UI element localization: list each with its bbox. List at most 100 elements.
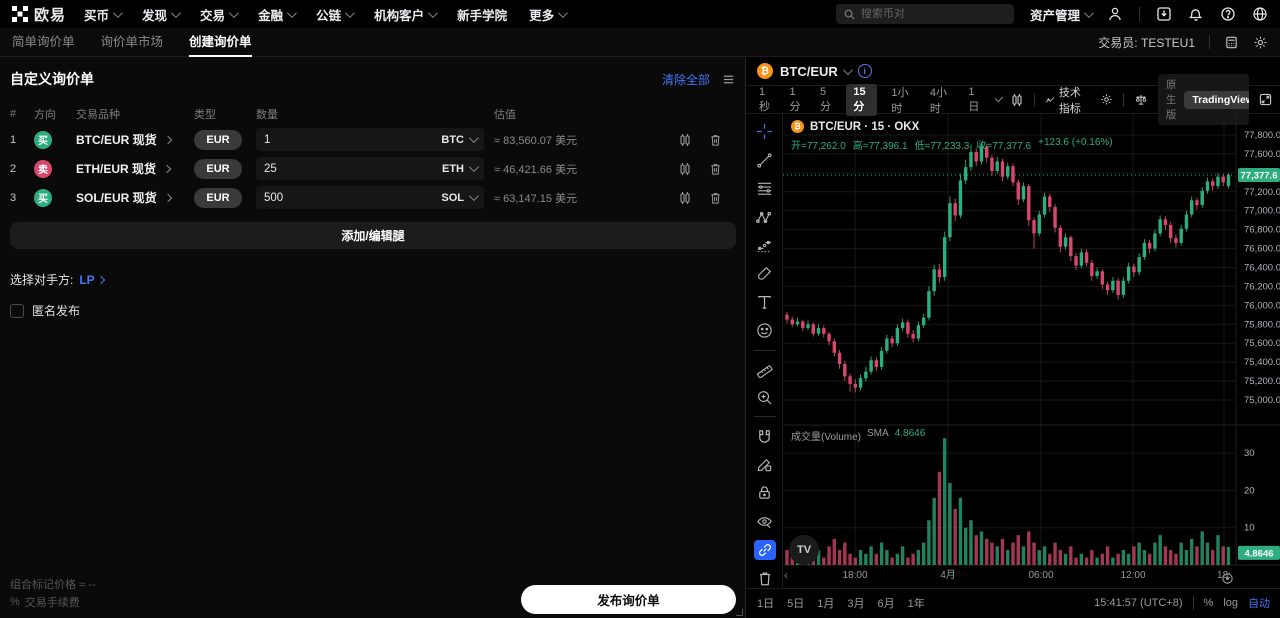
currency-dropdown[interactable]: BTC: [441, 133, 479, 146]
instrument-selector[interactable]: ETH/EUR 现货: [76, 160, 194, 177]
range-5d[interactable]: 5日: [787, 597, 805, 610]
forecast-icon[interactable]: [754, 236, 776, 255]
panel-menu-icon[interactable]: [722, 73, 735, 86]
download-app-icon[interactable]: [1156, 6, 1172, 22]
tab-simple-rfq[interactable]: 简单询价单: [12, 34, 75, 49]
search-input[interactable]: [860, 8, 991, 20]
search-box[interactable]: [835, 4, 1014, 24]
draw-pencil-icon[interactable]: [754, 455, 776, 474]
brush-icon[interactable]: [754, 264, 776, 283]
calculator-icon[interactable]: [1224, 35, 1239, 50]
estimated-value: ≈ 46,421.66 美元: [494, 163, 578, 176]
assets-menu[interactable]: 资产管理: [1030, 5, 1094, 24]
candles-chart-icon[interactable]: [670, 162, 700, 176]
globe-language-icon[interactable]: [1252, 6, 1268, 22]
range-1d[interactable]: 1日: [757, 597, 775, 610]
auto-scale-button[interactable]: 自动: [1248, 597, 1270, 610]
candle-style-icon[interactable]: [1010, 93, 1024, 107]
range-3m[interactable]: 3月: [847, 597, 865, 610]
native-version-segment[interactable]: 原生版: [1165, 79, 1177, 121]
nav-buy-crypto[interactable]: 买币: [84, 5, 123, 24]
zoom-in-icon[interactable]: [754, 388, 776, 407]
xabcd-pattern-icon[interactable]: [754, 207, 776, 226]
nav-academy[interactable]: 新手学院: [457, 8, 508, 23]
indicators-button[interactable]: 技术指标: [1045, 84, 1090, 116]
trash-icon[interactable]: [700, 162, 730, 176]
tf-1m[interactable]: 1分: [789, 85, 801, 113]
compare-icon[interactable]: [1134, 93, 1148, 106]
range-6m[interactable]: 6月: [877, 597, 895, 610]
instrument-selector[interactable]: BTC/EUR 现货: [76, 131, 194, 148]
tab-create-rfq[interactable]: 创建询价单: [189, 28, 252, 57]
ruler-icon[interactable]: [754, 360, 776, 379]
type-button[interactable]: EUR: [194, 158, 242, 179]
tab-rfq-market[interactable]: 询价单市场: [100, 34, 164, 49]
link-tool-icon[interactable]: [753, 540, 776, 560]
tf-1d[interactable]: 1日: [968, 85, 980, 113]
log-scale-button[interactable]: log: [1223, 596, 1238, 609]
amount-field[interactable]: ETH: [256, 157, 484, 180]
nav-trade[interactable]: 交易: [200, 5, 239, 24]
tf-1h[interactable]: 1小时: [891, 86, 909, 115]
anonymous-checkbox[interactable]: [10, 303, 24, 318]
trendline-icon[interactable]: [754, 150, 776, 169]
amount-input[interactable]: [264, 162, 442, 175]
instrument-selector[interactable]: SOL/EUR 现货: [76, 189, 194, 206]
emoji-icon[interactable]: [754, 321, 776, 340]
counterparty-selector[interactable]: LP: [79, 273, 105, 287]
fib-retracement-icon[interactable]: [754, 179, 776, 198]
chevron-down-icon[interactable]: [994, 93, 1004, 103]
tf-15m[interactable]: 15分: [846, 83, 878, 116]
user-icon[interactable]: [1107, 6, 1123, 22]
help-icon[interactable]: [1220, 6, 1236, 22]
add-edit-legs-button[interactable]: 添加/编辑腿: [10, 222, 736, 249]
resize-corner[interactable]: [736, 609, 743, 616]
candles-chart-icon[interactable]: [670, 133, 700, 147]
type-button[interactable]: EUR: [194, 187, 242, 208]
scroll-left-icon[interactable]: ‹: [784, 570, 788, 582]
tf-5m[interactable]: 5分: [819, 85, 831, 113]
amount-input[interactable]: [264, 191, 442, 204]
nav-discover[interactable]: 发现: [142, 5, 181, 24]
go-to-realtime-icon[interactable]: [1221, 572, 1234, 585]
info-icon[interactable]: i: [857, 64, 872, 78]
tf-4h[interactable]: 4小时: [929, 86, 947, 115]
amount-field[interactable]: BTC: [256, 128, 484, 151]
type-button[interactable]: EUR: [194, 129, 242, 150]
tradingview-watermark[interactable]: TV: [789, 535, 819, 565]
notifications-bell-icon[interactable]: [1188, 6, 1204, 22]
hide-drawings-eye-icon[interactable]: [754, 512, 776, 531]
amount-field[interactable]: SOL: [256, 186, 484, 209]
lock-icon[interactable]: [754, 483, 776, 502]
clear-all-link[interactable]: 清除全部: [661, 72, 710, 87]
currency-dropdown[interactable]: ETH: [442, 162, 479, 175]
percent-scale-button[interactable]: %: [1203, 596, 1214, 609]
nav-institutional[interactable]: 机构客户: [374, 5, 438, 24]
pair-selector[interactable]: BTC/EUR: [780, 63, 838, 79]
chevron-down-icon[interactable]: [842, 64, 853, 75]
nav-chain[interactable]: 公链: [316, 5, 355, 24]
text-tool-icon[interactable]: [754, 293, 776, 312]
tf-1s[interactable]: 1秒: [759, 85, 770, 113]
crosshair-icon[interactable]: [754, 122, 776, 141]
expand-icon[interactable]: [1259, 93, 1272, 106]
chart-version-toggle[interactable]: 原生版 TradingView: [1157, 74, 1249, 125]
range-1y[interactable]: 1年: [907, 597, 925, 610]
chart-canvas[interactable]: 18:004月06:0012:0018:77,800.077,600.077,4…: [783, 114, 1280, 588]
remove-drawings-trash-icon[interactable]: [754, 569, 776, 588]
brand[interactable]: 欧易: [12, 4, 66, 25]
amount-input[interactable]: [264, 133, 442, 146]
range-1m[interactable]: 1月: [817, 597, 835, 610]
nav-finance[interactable]: 金融: [258, 5, 297, 24]
candles-chart-icon[interactable]: [670, 191, 700, 205]
nav-more[interactable]: 更多: [529, 5, 569, 24]
settings-gear-icon[interactable]: [1253, 35, 1268, 50]
currency-dropdown[interactable]: SOL: [441, 191, 479, 204]
trash-icon[interactable]: [700, 133, 730, 147]
chart-settings-gear-icon[interactable]: [1100, 93, 1113, 106]
magnet-icon[interactable]: [754, 426, 776, 445]
tradingview-segment[interactable]: TradingView: [1184, 90, 1249, 109]
clock[interactable]: 15:41:57 (UTC+8): [1094, 596, 1183, 609]
publish-rfq-button[interactable]: 发布询价单: [521, 585, 736, 614]
trash-icon[interactable]: [700, 191, 730, 205]
